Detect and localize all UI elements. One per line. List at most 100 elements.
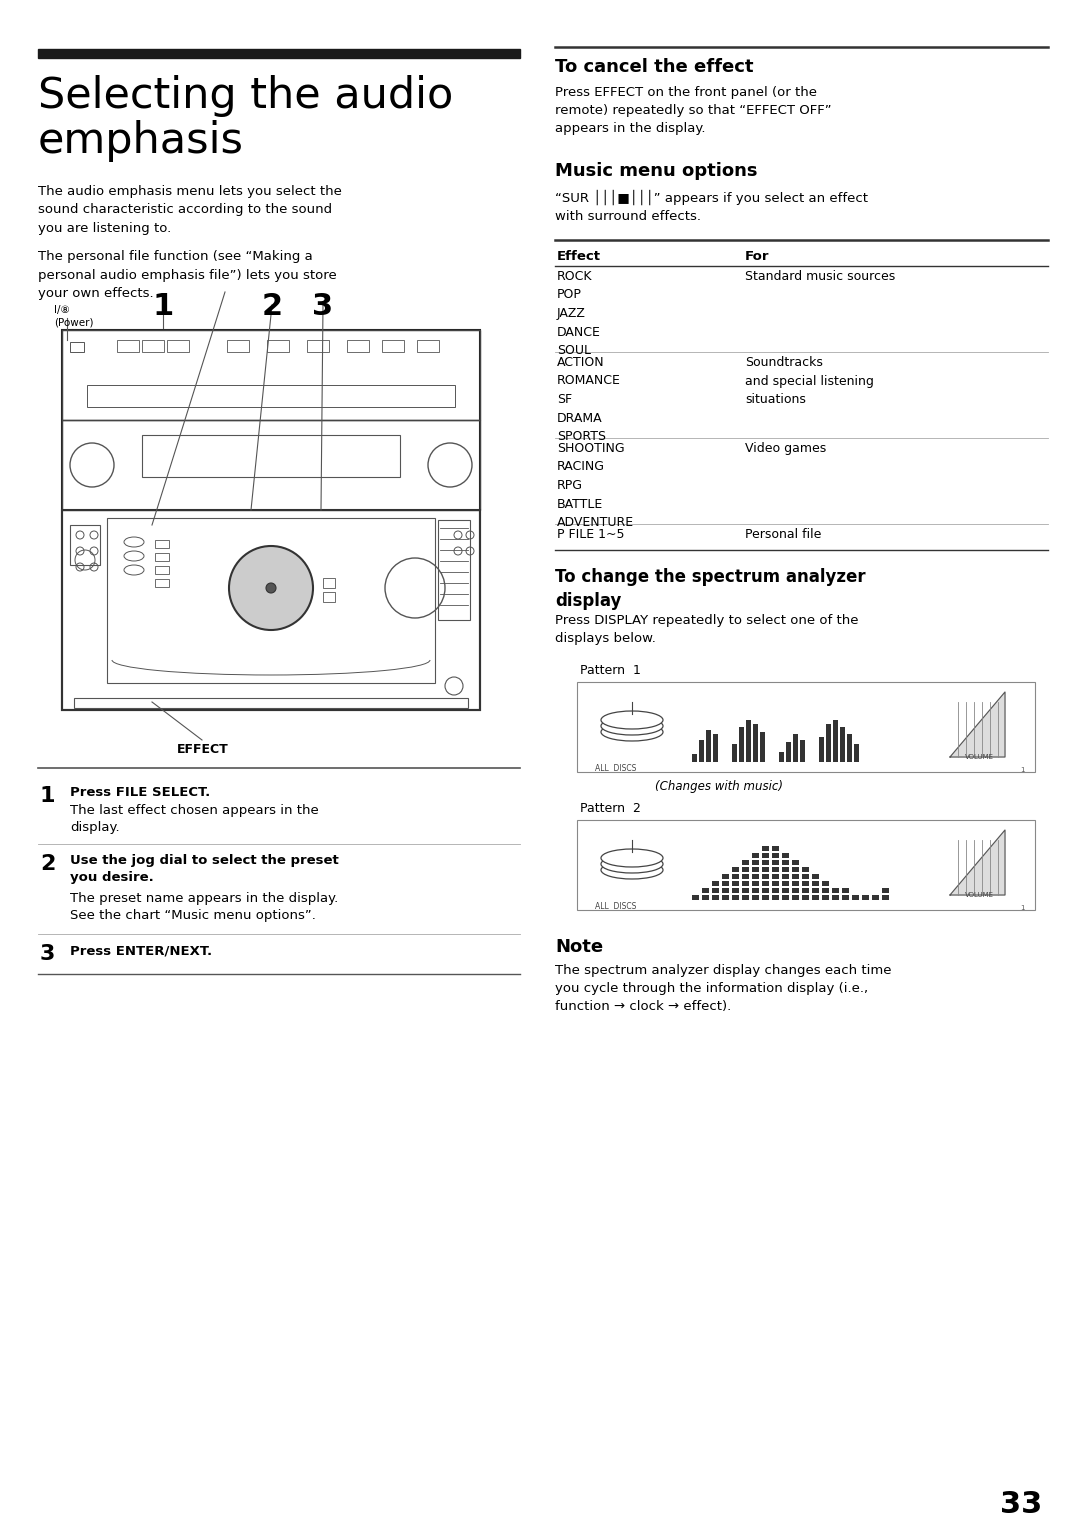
Bar xyxy=(62,420,480,510)
Bar xyxy=(742,895,750,900)
Circle shape xyxy=(229,546,313,630)
Bar xyxy=(792,868,799,872)
Text: 33: 33 xyxy=(1000,1490,1042,1519)
Text: Use the jog dial to select the preset
you desire.: Use the jog dial to select the preset yo… xyxy=(70,854,339,885)
Bar xyxy=(782,868,789,872)
Bar xyxy=(323,592,335,602)
Bar xyxy=(692,754,697,762)
Bar xyxy=(62,330,480,710)
Text: ALL  DISCS: ALL DISCS xyxy=(595,901,636,911)
Bar xyxy=(702,895,708,900)
Bar xyxy=(854,744,859,762)
Bar xyxy=(842,895,849,900)
Bar xyxy=(842,888,849,894)
Text: Press EFFECT on the front panel (or the
remote) repeatedly so that “EFFECT OFF”
: Press EFFECT on the front panel (or the … xyxy=(555,86,832,135)
Ellipse shape xyxy=(600,711,663,730)
Bar xyxy=(752,874,759,878)
Bar xyxy=(746,721,751,762)
Bar xyxy=(762,874,769,878)
Bar xyxy=(822,895,829,900)
Bar xyxy=(712,895,719,900)
Bar xyxy=(847,734,852,762)
Bar xyxy=(782,888,789,894)
Polygon shape xyxy=(950,691,1005,757)
Ellipse shape xyxy=(600,862,663,878)
Ellipse shape xyxy=(600,717,663,734)
Bar xyxy=(723,888,729,894)
Bar xyxy=(779,753,784,762)
Bar xyxy=(840,727,845,762)
Text: The personal file function (see “Making a
personal audio emphasis file”) lets yo: The personal file function (see “Making … xyxy=(38,250,337,300)
Ellipse shape xyxy=(600,724,663,740)
Text: The audio emphasis menu lets you select the
sound characteristic according to th: The audio emphasis menu lets you select … xyxy=(38,185,342,235)
Bar xyxy=(800,740,805,762)
Bar xyxy=(732,881,739,886)
Bar xyxy=(699,740,704,762)
Bar xyxy=(438,520,470,619)
Bar xyxy=(752,860,759,865)
Bar xyxy=(822,881,829,886)
Bar xyxy=(732,888,739,894)
Bar xyxy=(812,874,819,878)
Bar xyxy=(792,895,799,900)
Bar xyxy=(742,860,750,865)
Bar xyxy=(752,852,759,858)
Bar xyxy=(762,846,769,851)
Bar xyxy=(156,553,168,561)
Bar xyxy=(87,385,455,406)
Bar xyxy=(739,727,744,762)
Bar xyxy=(762,852,769,858)
Bar xyxy=(323,578,335,589)
Bar xyxy=(792,860,799,865)
Bar xyxy=(307,340,329,353)
Text: EFFECT: EFFECT xyxy=(177,744,229,756)
Bar xyxy=(782,881,789,886)
Bar xyxy=(782,895,789,900)
Bar xyxy=(762,881,769,886)
Bar xyxy=(833,721,838,762)
Text: emphasis: emphasis xyxy=(38,120,244,162)
Bar xyxy=(692,895,699,900)
Text: Press ENTER/NEXT.: Press ENTER/NEXT. xyxy=(70,944,212,957)
Bar xyxy=(782,874,789,878)
Bar xyxy=(752,868,759,872)
Text: To cancel the effect: To cancel the effect xyxy=(555,58,754,77)
Text: The last effect chosen appears in the
display.: The last effect chosen appears in the di… xyxy=(70,803,319,834)
Bar xyxy=(706,730,711,762)
Bar xyxy=(772,860,779,865)
Text: P FILE 1~5: P FILE 1~5 xyxy=(557,527,624,541)
Ellipse shape xyxy=(600,855,663,872)
Text: I/⑧
(Power): I/⑧ (Power) xyxy=(54,305,94,328)
Bar xyxy=(819,737,824,762)
Text: For: For xyxy=(745,250,769,264)
Bar xyxy=(702,888,708,894)
Bar xyxy=(742,881,750,886)
Bar xyxy=(156,566,168,573)
Bar xyxy=(782,860,789,865)
Text: ALL  DISCS: ALL DISCS xyxy=(595,763,636,773)
Bar xyxy=(882,895,889,900)
Bar xyxy=(762,860,769,865)
Text: Note: Note xyxy=(555,938,603,957)
Bar xyxy=(792,881,799,886)
Bar xyxy=(107,518,435,684)
Bar xyxy=(786,742,791,762)
Bar xyxy=(792,874,799,878)
Text: SHOOTING
RACING
RPG
BATTLE
ADVENTURE: SHOOTING RACING RPG BATTLE ADVENTURE xyxy=(557,442,634,529)
Text: ROCK
POP
JAZZ
DANCE
SOUL: ROCK POP JAZZ DANCE SOUL xyxy=(557,270,600,357)
Bar xyxy=(832,895,839,900)
Text: The preset name appears in the display.
See the chart “Music menu options”.: The preset name appears in the display. … xyxy=(70,892,338,921)
Bar xyxy=(742,868,750,872)
Bar xyxy=(832,888,839,894)
Bar xyxy=(38,49,519,58)
Text: VOLUME: VOLUME xyxy=(966,754,994,760)
Bar xyxy=(417,340,438,353)
Bar xyxy=(793,734,798,762)
Bar xyxy=(732,868,739,872)
Text: 1: 1 xyxy=(1021,766,1025,773)
Bar xyxy=(382,340,404,353)
Bar xyxy=(802,888,809,894)
Bar xyxy=(812,881,819,886)
Bar xyxy=(742,874,750,878)
Bar xyxy=(75,698,468,708)
